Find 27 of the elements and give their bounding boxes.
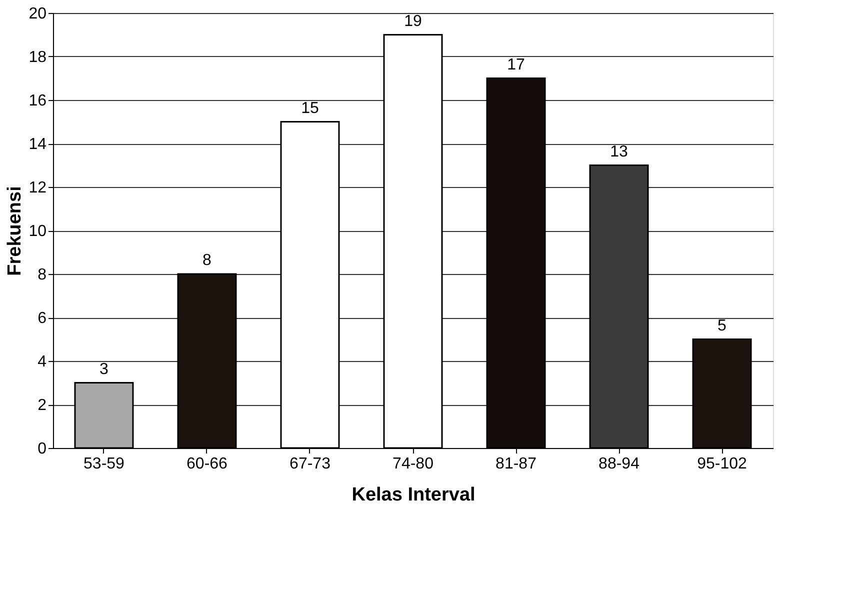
y-tick-label: 16 <box>28 92 47 110</box>
y-tick-label: 20 <box>28 6 47 22</box>
y-tick-label: 18 <box>28 49 47 66</box>
y-tick-label: 0 <box>38 440 47 458</box>
data-label: 13 <box>610 143 628 160</box>
y-axis-title: Frekuensi <box>4 186 26 276</box>
data-label: 19 <box>404 12 422 30</box>
x-tick-label: 60-66 <box>186 456 228 472</box>
x-tick-label: 53-59 <box>84 456 125 472</box>
x-tick-label: 81-87 <box>496 456 537 472</box>
y-tick-label: 6 <box>38 310 47 327</box>
y-tick-label: 12 <box>28 180 47 196</box>
y-tick-label: 10 <box>28 223 47 240</box>
data-label: 3 <box>100 360 109 378</box>
y-tick-label: 2 <box>38 397 47 414</box>
y-tick-label: 14 <box>28 136 47 153</box>
data-label: 15 <box>301 100 319 117</box>
data-label: 17 <box>507 56 526 74</box>
data-label: 8 <box>202 252 212 269</box>
y-tick-label: 4 <box>38 354 47 370</box>
x-tick-label: 88-94 <box>598 456 640 472</box>
x-tick-label: 95-102 <box>697 456 748 472</box>
x-tick-label: 74-80 <box>392 456 434 472</box>
data-label: 5 <box>718 317 727 334</box>
y-tick-label: 8 <box>38 266 47 284</box>
x-tick-label: 67-73 <box>290 456 331 472</box>
x-axis-title: Kelas Interval <box>352 484 476 506</box>
